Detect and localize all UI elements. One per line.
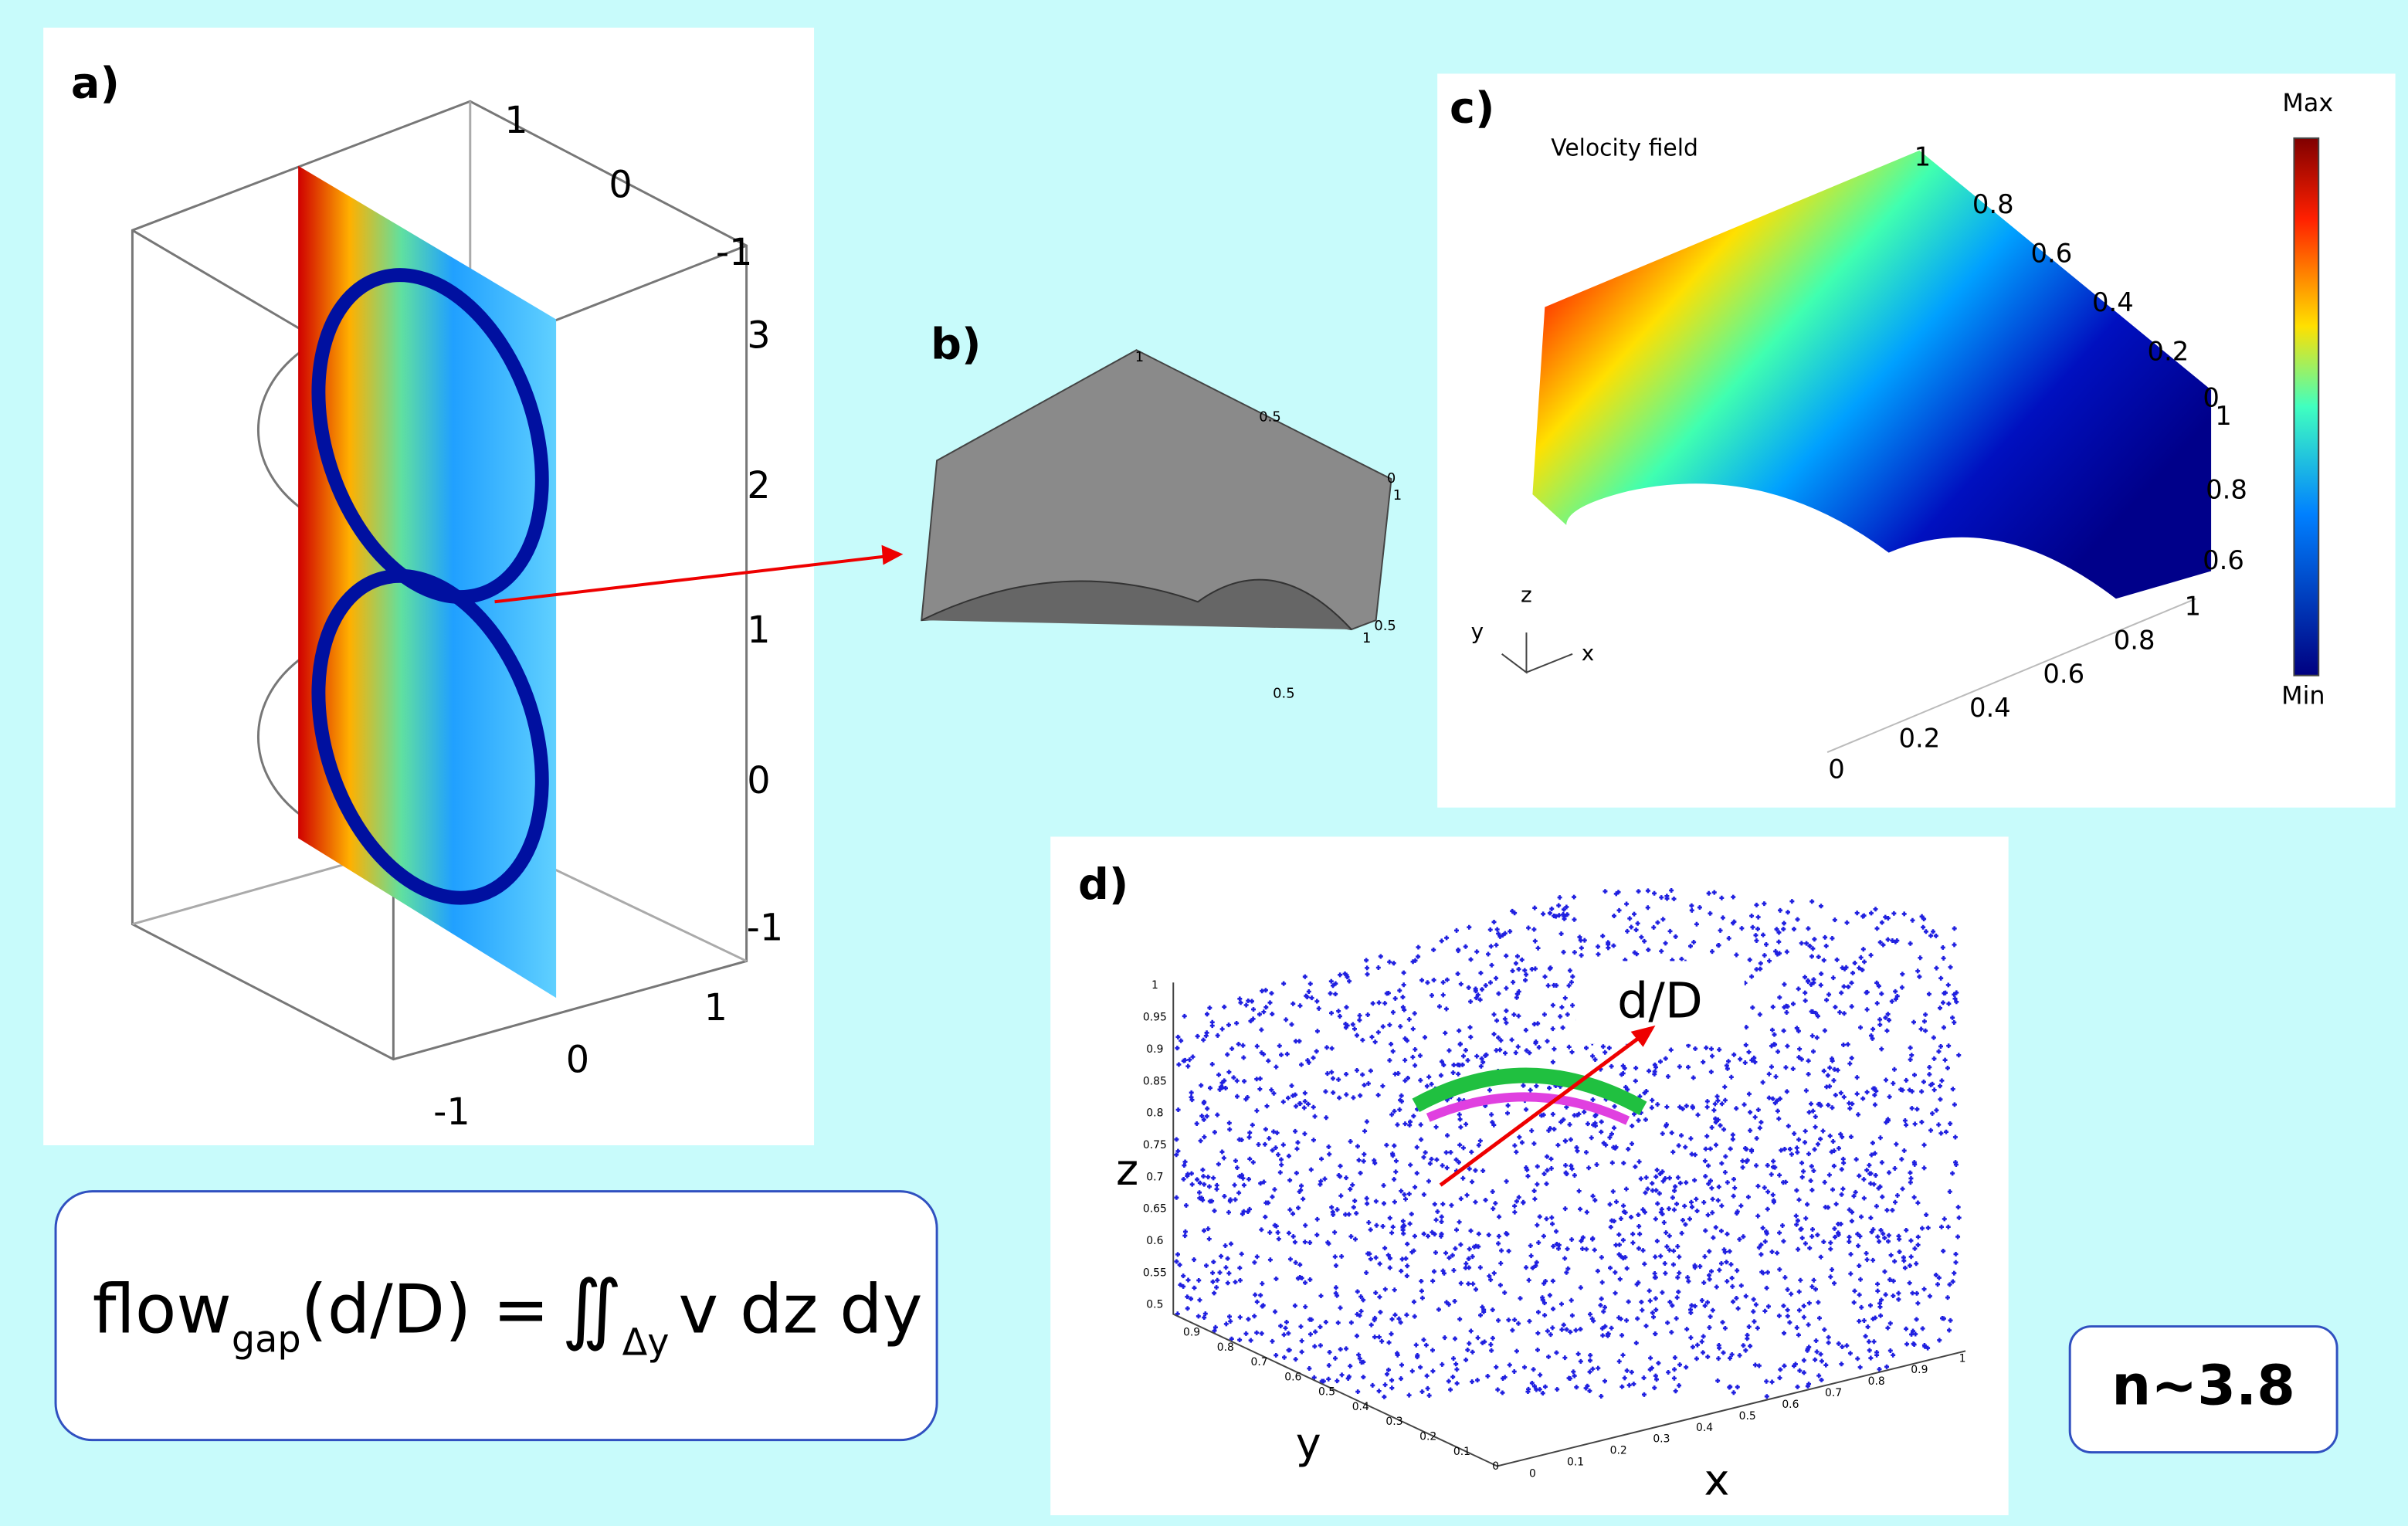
tick-label: 0.9	[1146, 1043, 1163, 1056]
tick-label: 1	[1959, 1352, 1966, 1365]
tick-label: 0.9	[1911, 1364, 1928, 1376]
tick-label: 0.95	[1143, 1012, 1167, 1024]
axis-label: y	[1296, 1419, 1321, 1469]
tick-label: 0.3	[1385, 1416, 1402, 1428]
tick-label: 0	[1828, 754, 1845, 784]
tick-label: 0.65	[1143, 1203, 1167, 1216]
tick-label: 1	[1393, 487, 1402, 504]
tick-label: 1	[1915, 141, 1931, 171]
tick-label: 0.8	[1868, 1375, 1885, 1388]
tick-label: 1	[504, 100, 527, 142]
tick-label: 1	[2215, 401, 2232, 431]
tick-label: 0.6	[1782, 1399, 1799, 1411]
tick-label: 0.7	[1251, 1356, 1268, 1368]
badge: n~3.8	[2111, 1354, 2295, 1418]
mesh	[921, 350, 1391, 629]
tick-label: -1	[747, 907, 784, 950]
tick-label: 0.5	[1739, 1410, 1756, 1423]
colorbar-min: Min	[2281, 682, 2325, 710]
tick-label: 0.8	[2114, 625, 2155, 655]
formula-domain: Δy	[622, 1321, 670, 1364]
axis-label: x	[1582, 640, 1594, 666]
figure: flowgap(d/D) =∬Δyv dz dy n~3.8 a) b) c) …	[0, 0, 2408, 1526]
tick-label: 0.8	[1972, 189, 2014, 219]
tick-label: 1	[704, 987, 727, 1029]
tick-label: 0.5	[1146, 1299, 1163, 1311]
annotation: d/D	[1617, 973, 1703, 1030]
tick-label: 0.8	[1217, 1341, 1234, 1354]
tick-label: 0.7	[1825, 1387, 1842, 1399]
tick-label: 0.6	[1284, 1371, 1301, 1383]
tick-label: 0.4	[1352, 1401, 1369, 1413]
axis-label: y	[1471, 619, 1484, 644]
tick-label: 0.2	[1419, 1431, 1436, 1443]
axis-label: z	[1521, 582, 1532, 607]
tick-label: 0.2	[1610, 1445, 1627, 1457]
tick-label: 1	[1151, 979, 1158, 992]
tick-label: 0.8	[2206, 475, 2247, 505]
tick-label: 0	[609, 164, 632, 207]
arrow-head	[882, 545, 904, 565]
tick-label: 0.85	[1143, 1075, 1167, 1087]
tick-label: 0.5	[1318, 1386, 1335, 1399]
tick-label: 0	[1492, 1460, 1499, 1473]
panel-label: c)	[1450, 83, 1494, 133]
tick-label: 0.55	[1143, 1267, 1167, 1279]
tick-label: 0.6	[1146, 1235, 1163, 1247]
formula-integrand: v dz dy	[678, 1270, 922, 1349]
panel-label: a)	[71, 58, 120, 108]
tick-label: 1	[747, 609, 770, 652]
colorbar	[2294, 138, 2318, 676]
tick-label: 0.75	[1143, 1139, 1167, 1151]
tick-label: 0.1	[1453, 1446, 1470, 1458]
formula-base: flow	[93, 1270, 232, 1349]
axis-label: z	[1116, 1145, 1138, 1195]
tick-label: 0.4	[2092, 287, 2134, 317]
tick-label: 0.5	[1273, 686, 1294, 702]
tick-label: 0.2	[2148, 337, 2189, 367]
tick-label: -1	[716, 232, 753, 274]
tick-label: 0.6	[2203, 545, 2244, 575]
page: {"panels": { "a": {"label": "a)", "ticks…	[0, 0, 2408, 1526]
tick-label: 1	[2184, 592, 2201, 622]
tick-label: 0.2	[1899, 724, 1941, 754]
tick-label: 0.4	[1696, 1422, 1713, 1434]
tick-label: 0.1	[1567, 1456, 1584, 1469]
tick-label: 0	[566, 1039, 589, 1082]
tick-label: 0.5	[1259, 409, 1280, 426]
tick-label: 0	[1387, 470, 1396, 487]
panel-label: b)	[931, 319, 981, 369]
tick-label: 0.9	[1183, 1327, 1200, 1339]
formula-arg: (d/D) =	[301, 1270, 550, 1349]
tick-label: 0.8	[1146, 1107, 1163, 1120]
tick-label: -1	[433, 1091, 470, 1134]
tick-label: 0	[1529, 1467, 1536, 1480]
panel-label: d)	[1078, 860, 1128, 910]
formula-sub: gap	[232, 1318, 301, 1361]
tick-label: 1	[1362, 630, 1371, 646]
tick-label: 0	[747, 760, 770, 802]
tick-label: 0.6	[2030, 238, 2072, 268]
tick-label: 1	[1135, 349, 1144, 365]
tick-label: 0.3	[1653, 1433, 1670, 1446]
colorbar-max: Max	[2282, 89, 2333, 117]
tick-label: 2	[747, 465, 770, 507]
formula-integral: ∬	[561, 1265, 622, 1354]
axis-label: x	[1704, 1455, 1729, 1505]
tick-label: 0.4	[1969, 693, 2011, 723]
tick-label: 0.7	[1146, 1171, 1163, 1183]
tick-label: 3	[747, 314, 770, 357]
tick-label: 0.6	[2043, 659, 2084, 689]
tick-label: 0.5	[1374, 618, 1396, 634]
plot-title: Velocity field	[1551, 134, 1698, 161]
